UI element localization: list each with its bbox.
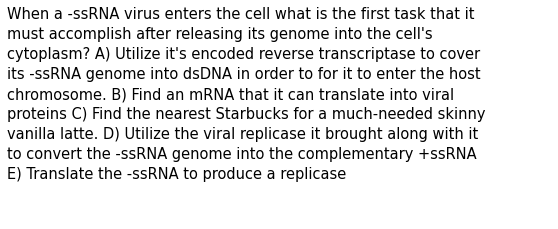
Text: When a -ssRNA virus enters the cell what is the first task that it
must accompli: When a -ssRNA virus enters the cell what…: [7, 7, 485, 181]
